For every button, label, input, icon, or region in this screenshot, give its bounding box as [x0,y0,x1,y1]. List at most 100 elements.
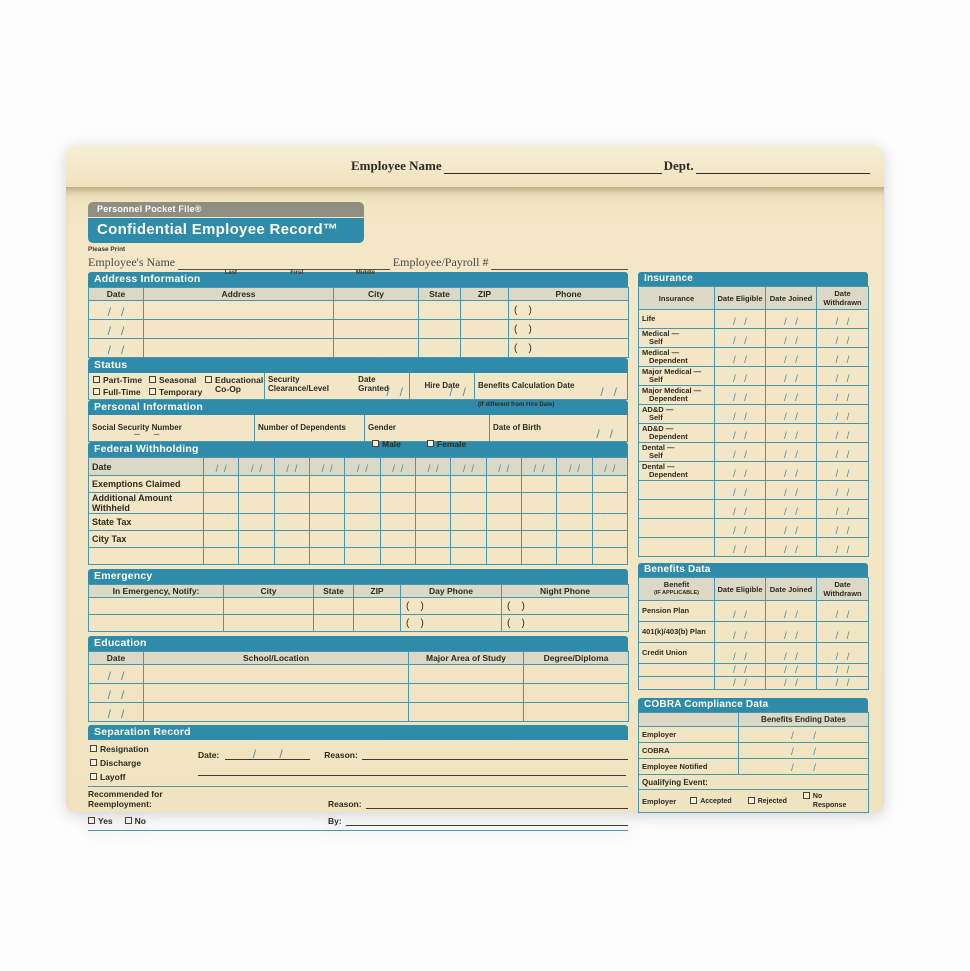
date-cell: / / [816,676,869,690]
checkbox-icon [747,796,755,804]
form-title: Confidential Employee Record™ [88,218,364,243]
date-cell: / / [273,457,310,476]
cell [308,530,346,548]
please-print-note: Please Print [88,246,126,253]
date-cell: / / [765,621,817,643]
date-cell: / / [765,518,817,538]
brand-bar: Personnel Pocket File® [88,202,364,217]
name-sublabel-middle: Middle [355,270,375,276]
checkbox-icon [690,796,698,804]
column-header: Benefits Ending Dates [738,712,869,727]
cobra-section-header: COBRA Compliance Data [638,698,868,712]
row-label [638,499,715,519]
date-cell: / / [450,457,487,476]
cell [485,547,522,565]
section-benefits-data: Benefits Data Benefit (IF APPLICABLE) Dat… [638,563,869,690]
federal-row: City Tax [88,530,629,548]
state-cell [313,614,354,632]
cell [450,492,487,514]
date-cell: / / [765,676,817,690]
cell [273,530,310,548]
column-header: Date Joined [765,286,817,310]
date-cell: / / [714,642,766,664]
cell [344,475,381,493]
date-cell: / / [816,328,869,348]
date-cell: / / [714,663,766,677]
dependents-cell: Number of Dependents [254,415,364,441]
ssn-cell: Social Security Number – – [89,415,254,441]
section-personal-information: Personal Information Social Security Num… [88,400,628,449]
checkbox-icon [90,773,97,780]
date-cell: / / [714,499,766,519]
cell [556,492,593,514]
insurance-row: AD&D — Self / / / / / / [638,404,869,424]
checkbox-discharge: Discharge [90,759,198,768]
cell [202,513,240,531]
row-label: AD&D — Self [638,404,715,424]
cobra-row: Employer / / [638,726,869,743]
column-header: City [333,287,419,301]
section-status: Status Part-Time Full-Time Seasonal Temp… [88,358,628,408]
insurance-row: / / / / / / [638,518,869,538]
employee-name-writing-line [443,160,662,174]
row-label [638,518,715,538]
section-cobra-compliance: COBRA Compliance Data Benefits Ending Da… [638,698,869,813]
checkbox-icon [802,792,810,799]
date-cell: / / [714,621,766,643]
education-section-header: Education [88,636,628,651]
zip-cell [353,614,401,632]
cell [556,475,593,493]
notify-cell [88,597,224,615]
address-cell [143,300,334,320]
education-row: / / [88,702,629,722]
cobra-header-row: Benefits Ending Dates [638,712,869,727]
column-header: Date Withdrawn [816,577,869,601]
insurance-row: Major Medical — Self / / / / / / [638,366,869,386]
phone-cell: ( ) [508,319,629,339]
checkbox-no: No [124,817,146,826]
cell [450,475,487,493]
column-header: Insurance [638,286,715,310]
row-label: Major Medical — Self [638,366,715,386]
recommended-label: Recommended for Reemployment: [88,789,163,809]
federal-withholding-table: Date / / / / / / / / / / / / / / / / / /… [88,457,629,565]
education-row: / / [88,683,629,703]
by-label: By: [328,816,342,826]
dept-writing-line [695,160,870,174]
cell [238,547,275,565]
reason-writing-line-2 [198,760,626,776]
column-header: School/Location [143,651,409,665]
hire-date-slashes: / / [449,385,466,399]
date-cell: / / [714,404,766,424]
cell [202,530,240,548]
date-cell: / / [88,683,144,703]
checkbox-male: Male [372,440,401,449]
column-header: Degree/Diploma [523,651,629,665]
checkbox-female: Female [426,440,466,449]
cell [485,475,522,493]
column-header: Date Eligible [714,286,766,310]
cell [379,492,416,514]
benefits-calc-cell: Benefits Calculation Date (If different … [474,373,627,408]
date-cell: / / [816,347,869,367]
date-granted-label: Date Granted [358,375,389,393]
column-header: Benefit (IF APPLICABLE) [638,577,715,601]
address-row: / / ( ) [88,338,629,358]
benefits-row: Pension Plan / / / / / / [638,600,869,622]
night-phone-cell: ( ) [501,614,629,632]
date-cell: / / [765,442,817,462]
federal-section-header: Federal Withholding [88,442,628,457]
benefits-calc-note: (If different from Hire Date) [478,402,555,408]
cell [556,513,593,531]
status-checkboxes: Part-Time Full-Time Seasonal Temporary E… [89,373,264,399]
night-phone-cell: ( ) [501,597,629,615]
qualifying-event-row: Qualifying Event: [638,774,869,790]
column-header: Day Phone [400,584,502,598]
column-header: In Emergency, Notify: [88,584,224,598]
by-writing-line [345,814,628,826]
date-cell: / / [816,537,869,557]
row-label [638,537,715,557]
row-label: Medical — Self [638,328,715,348]
cell [414,492,452,514]
address-cell [143,319,334,339]
